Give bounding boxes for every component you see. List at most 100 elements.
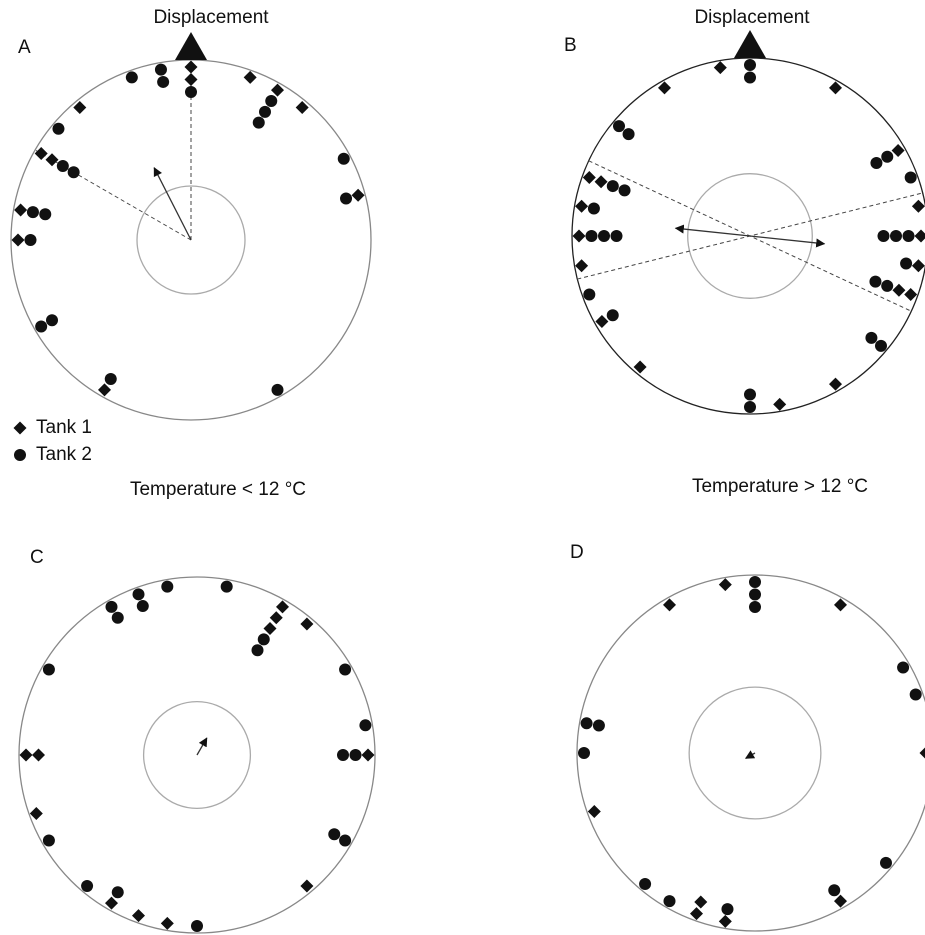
panel-caption: Temperature > 12 °C <box>692 476 868 497</box>
observation <box>359 719 372 732</box>
observation <box>587 202 600 215</box>
observation <box>184 60 198 74</box>
observation <box>744 388 756 401</box>
observation <box>337 749 349 761</box>
observation <box>639 877 652 890</box>
observation <box>881 279 894 292</box>
observation <box>252 116 265 129</box>
observation <box>328 828 341 841</box>
observation <box>633 360 647 374</box>
observation <box>136 600 149 613</box>
observation <box>902 230 915 242</box>
observation <box>744 71 756 84</box>
observation <box>865 331 878 344</box>
observation <box>572 229 586 243</box>
observation <box>349 749 362 761</box>
observation <box>34 147 48 160</box>
observation <box>340 192 353 205</box>
observation <box>877 230 890 242</box>
observation <box>874 339 887 352</box>
observation <box>11 233 25 247</box>
observation <box>904 287 918 301</box>
observation <box>592 719 605 732</box>
observation <box>56 160 69 172</box>
observation <box>658 81 671 95</box>
observation <box>271 83 284 97</box>
observation <box>914 229 925 243</box>
observation <box>891 144 905 157</box>
observation <box>575 199 589 213</box>
observation <box>263 622 277 636</box>
observation <box>300 617 314 631</box>
observation <box>594 175 608 189</box>
observation <box>337 152 350 165</box>
observation <box>265 95 278 108</box>
observation <box>578 747 590 759</box>
observation <box>610 230 623 242</box>
observation <box>105 600 118 613</box>
observation <box>42 834 55 847</box>
observation <box>583 288 596 301</box>
observation <box>582 171 596 185</box>
observation <box>713 61 727 75</box>
observation <box>834 894 847 908</box>
observation <box>32 748 45 762</box>
observation <box>829 81 842 95</box>
observation <box>45 153 59 167</box>
observation <box>111 611 124 624</box>
observation <box>749 576 761 588</box>
observation <box>580 717 593 730</box>
observation <box>52 122 65 135</box>
observation <box>744 401 756 413</box>
observation <box>24 234 37 246</box>
observation <box>73 100 87 114</box>
observation <box>339 663 352 676</box>
mean-vector <box>674 224 826 248</box>
observation <box>911 259 925 273</box>
observation <box>869 275 882 288</box>
observation <box>919 747 925 759</box>
observation <box>251 644 264 657</box>
observation <box>595 315 609 328</box>
observation <box>618 184 631 197</box>
observation <box>575 259 589 273</box>
observation <box>14 203 28 217</box>
observation <box>269 611 283 625</box>
observation <box>879 856 892 869</box>
observation <box>744 59 756 71</box>
observation <box>19 748 33 762</box>
observation <box>104 372 117 385</box>
observation <box>46 314 59 327</box>
observation <box>243 70 257 84</box>
observation <box>271 383 284 396</box>
observation <box>361 748 375 762</box>
observation <box>897 661 910 674</box>
legend-marker <box>14 449 26 461</box>
observation <box>606 309 619 322</box>
observation <box>585 230 598 242</box>
observation <box>663 598 676 612</box>
observation <box>613 120 626 133</box>
panel-title: Displacement <box>153 7 269 28</box>
panel-label: B <box>564 35 577 56</box>
observation <box>606 180 619 193</box>
observation <box>132 909 146 923</box>
observation <box>622 128 635 141</box>
observation <box>909 688 922 701</box>
observation <box>276 600 289 614</box>
panel-label: A <box>18 37 31 58</box>
observation <box>663 895 676 908</box>
observation <box>157 75 170 88</box>
observation <box>160 916 174 930</box>
panel-label: D <box>570 542 584 563</box>
observation <box>881 150 894 163</box>
mean-vector <box>153 167 192 241</box>
observation <box>890 230 902 242</box>
mean-vector <box>744 750 756 759</box>
observation <box>29 806 43 820</box>
observation <box>132 588 145 601</box>
observation <box>339 834 352 847</box>
legend-marker <box>13 421 27 435</box>
